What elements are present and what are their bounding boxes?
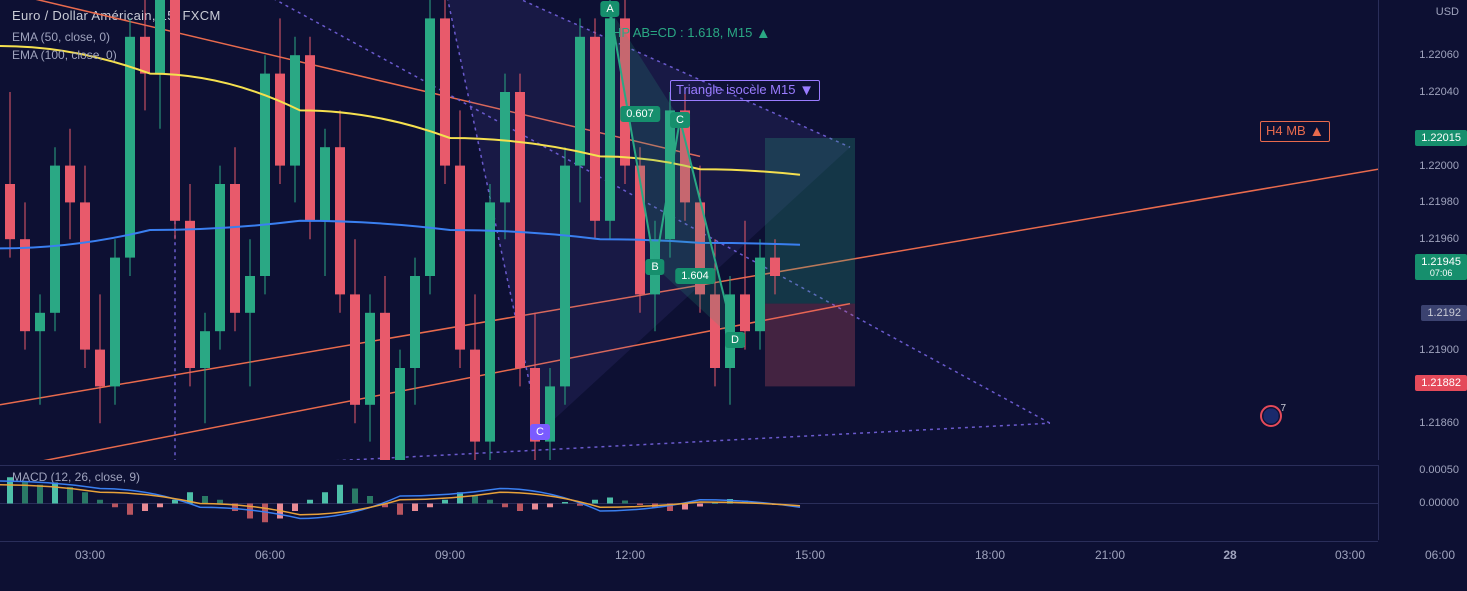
macd-svg xyxy=(0,466,1378,541)
time-tick: 06:00 xyxy=(1425,548,1455,562)
indicator-label: EMA (50, close, 0) xyxy=(12,30,110,44)
pattern-label: C xyxy=(530,424,550,440)
price-tick: 1.22000 xyxy=(1419,160,1459,172)
price-tick: 1.21980 xyxy=(1419,196,1459,208)
price-pill: 1.21882 xyxy=(1415,375,1467,391)
macd-tick: 0.00050 xyxy=(1419,464,1459,476)
price-tick: 1.22040 xyxy=(1419,86,1459,98)
currency-label: USD xyxy=(1436,6,1459,18)
annotation: Triangle isocèle M15 ▼ xyxy=(670,80,820,101)
price-tick: 1.21860 xyxy=(1419,417,1459,429)
time-tick: 15:00 xyxy=(795,548,825,562)
pattern-label: 1.604 xyxy=(675,268,715,284)
price-tick: 1.21960 xyxy=(1419,233,1459,245)
annotation: H4 MB ▲ xyxy=(1260,121,1330,142)
price-pill: 1.2194507:06 xyxy=(1415,254,1467,280)
price-tick: 1.21900 xyxy=(1419,344,1459,356)
price-svg xyxy=(0,0,1378,460)
price-chart[interactable]: Euro / Dollar Américain, 15, FXCM EMA (5… xyxy=(0,0,1378,460)
pattern-label: D xyxy=(725,332,745,348)
time-tick: 09:00 xyxy=(435,548,465,562)
macd-panel[interactable]: MACD (12, 26, close, 9) xyxy=(0,465,1378,540)
time-tick: 03:00 xyxy=(1335,548,1365,562)
time-tick: 28 xyxy=(1223,548,1236,562)
pattern-label: A xyxy=(600,1,619,17)
time-tick: 18:00 xyxy=(975,548,1005,562)
price-tick: 1.22060 xyxy=(1419,49,1459,61)
macd-tick: 0.00000 xyxy=(1419,497,1459,509)
time-tick: 21:00 xyxy=(1095,548,1125,562)
price-pill: 1.2192 xyxy=(1421,305,1467,321)
time-tick: 12:00 xyxy=(615,548,645,562)
time-tick: 03:00 xyxy=(75,548,105,562)
time-axis: 03:00 06:00 09:00 12:00 15:00 18:00 21:00 28 03:… xyxy=(0,541,1378,591)
indicator-label: EMA (100, close, 0) xyxy=(12,48,117,62)
annotation: HP AB=CD : 1.618, M15 ▲ xyxy=(612,25,771,42)
pattern-label: 0.607 xyxy=(620,106,660,122)
macd-axis: 0.00050 0.00000 xyxy=(1378,465,1467,540)
time-tick: 06:00 xyxy=(255,548,285,562)
price-axis: USD 1.22060 1.22040 1.22000 1.21980 1.21960 1… xyxy=(1378,0,1467,460)
pattern-label: B xyxy=(645,259,664,275)
eu-flag-badge[interactable] xyxy=(1260,405,1282,427)
pattern-label: C xyxy=(670,112,690,128)
price-pill: 1.22015 xyxy=(1415,130,1467,146)
